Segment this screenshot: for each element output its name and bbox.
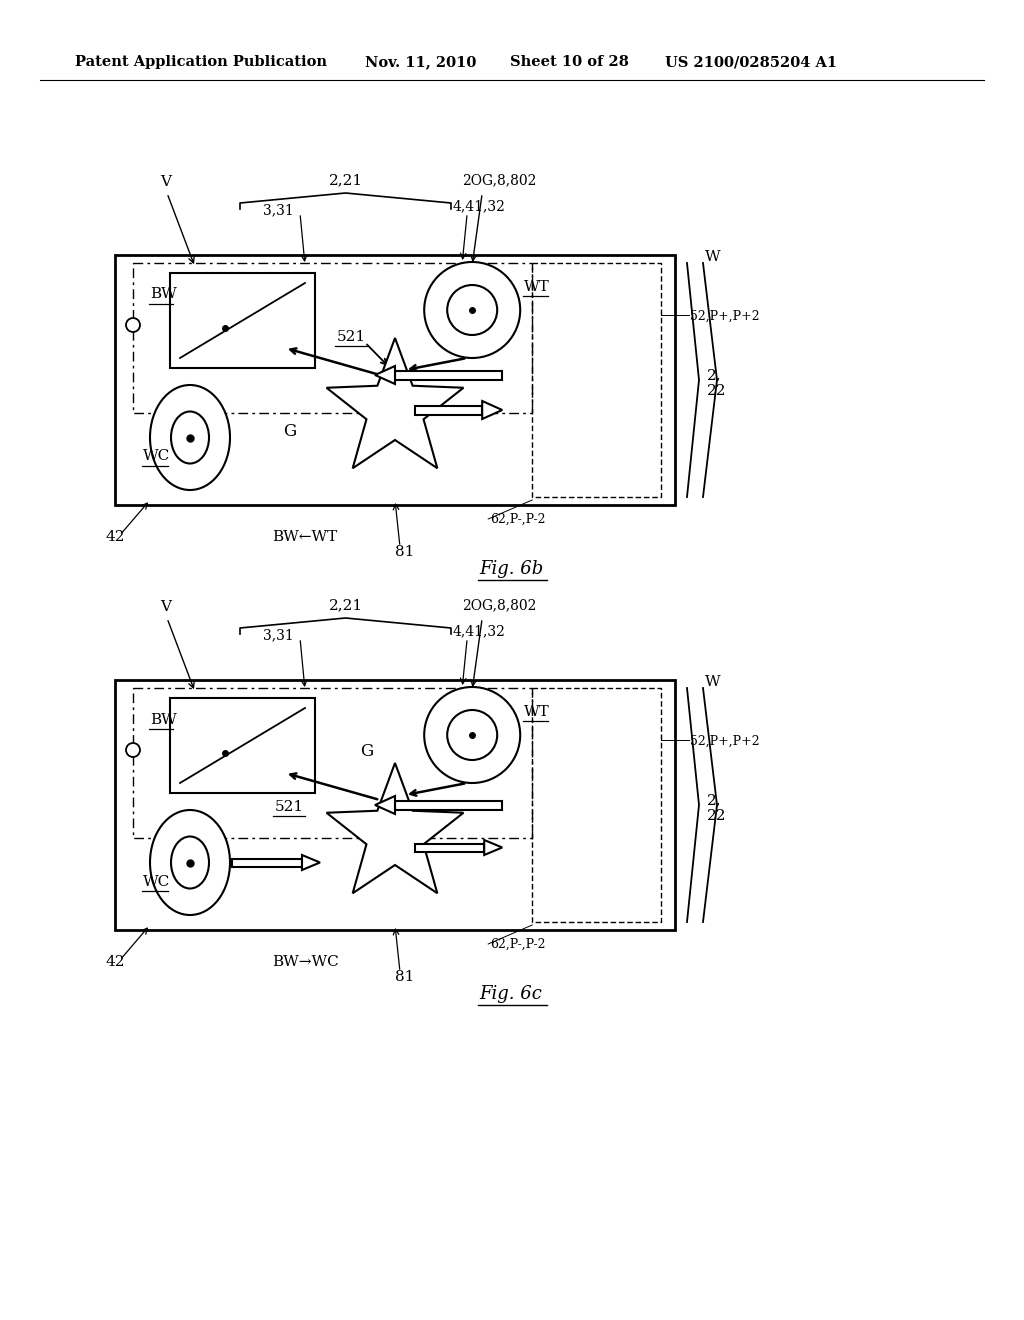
Circle shape: [126, 743, 140, 756]
Polygon shape: [327, 338, 464, 469]
Text: BW: BW: [150, 713, 177, 726]
Text: 2,: 2,: [707, 368, 722, 381]
Text: WC: WC: [143, 874, 170, 888]
Polygon shape: [375, 366, 395, 384]
Text: 42: 42: [105, 954, 125, 969]
Bar: [133, 263, 532, 413]
Bar: [415, 405, 482, 414]
Polygon shape: [327, 763, 464, 894]
Circle shape: [447, 285, 498, 335]
Text: WT: WT: [524, 280, 550, 294]
Ellipse shape: [150, 810, 230, 915]
Text: Fig. 6c: Fig. 6c: [479, 985, 542, 1003]
Polygon shape: [302, 855, 319, 870]
Text: Fig. 6b: Fig. 6b: [479, 560, 544, 578]
Text: 22: 22: [707, 384, 726, 399]
Text: WT: WT: [524, 705, 550, 719]
Text: 2,: 2,: [707, 793, 722, 807]
Text: 2,21: 2,21: [329, 598, 362, 612]
Circle shape: [447, 710, 498, 760]
Bar: [415, 843, 484, 851]
Bar: [532, 688, 662, 921]
Polygon shape: [484, 840, 502, 855]
Text: 81: 81: [395, 970, 415, 983]
Polygon shape: [375, 796, 395, 814]
Text: 2OG,8,802: 2OG,8,802: [462, 173, 537, 187]
Text: BW←WT: BW←WT: [271, 531, 337, 544]
Text: 2OG,8,802: 2OG,8,802: [462, 598, 537, 612]
Bar: [395, 800, 502, 809]
Text: W: W: [705, 675, 721, 689]
Text: BW→WC: BW→WC: [271, 954, 339, 969]
Circle shape: [424, 686, 520, 783]
Text: V: V: [160, 176, 171, 189]
Text: 3,31: 3,31: [263, 628, 294, 642]
Ellipse shape: [150, 385, 230, 490]
Bar: [170, 698, 315, 793]
Text: W: W: [705, 249, 721, 264]
Bar: [133, 688, 532, 838]
Text: 521: 521: [337, 330, 367, 345]
Text: Patent Application Publication: Patent Application Publication: [75, 55, 327, 69]
Text: 52,P+,P+2: 52,P+,P+2: [690, 735, 760, 748]
Text: WC: WC: [143, 450, 170, 463]
Bar: [115, 255, 675, 506]
Text: 42: 42: [105, 531, 125, 544]
Bar: [232, 858, 302, 866]
Circle shape: [424, 261, 520, 358]
Polygon shape: [482, 401, 502, 418]
Text: 62,P-,P-2: 62,P-,P-2: [490, 513, 546, 525]
Text: BW: BW: [150, 288, 177, 301]
Text: 2,21: 2,21: [329, 173, 362, 187]
Text: G: G: [360, 742, 373, 759]
Text: 52,P+,P+2: 52,P+,P+2: [690, 310, 760, 323]
Text: 3,31: 3,31: [263, 203, 294, 216]
Text: Nov. 11, 2010: Nov. 11, 2010: [365, 55, 476, 69]
Text: 22: 22: [707, 809, 726, 822]
Text: 4,41,32: 4,41,32: [453, 624, 505, 638]
Circle shape: [126, 318, 140, 333]
Text: V: V: [160, 601, 171, 614]
Text: 81: 81: [395, 545, 415, 558]
Text: US 2100/0285204 A1: US 2100/0285204 A1: [665, 55, 838, 69]
Text: G: G: [283, 422, 296, 440]
Bar: [532, 263, 662, 498]
Text: Sheet 10 of 28: Sheet 10 of 28: [510, 55, 629, 69]
Text: 521: 521: [275, 800, 304, 814]
Ellipse shape: [171, 837, 209, 888]
Text: 62,P-,P-2: 62,P-,P-2: [490, 939, 546, 950]
Bar: [170, 273, 315, 368]
Ellipse shape: [171, 412, 209, 463]
Bar: [115, 680, 675, 931]
Text: 4,41,32: 4,41,32: [453, 199, 505, 213]
Bar: [395, 371, 502, 380]
